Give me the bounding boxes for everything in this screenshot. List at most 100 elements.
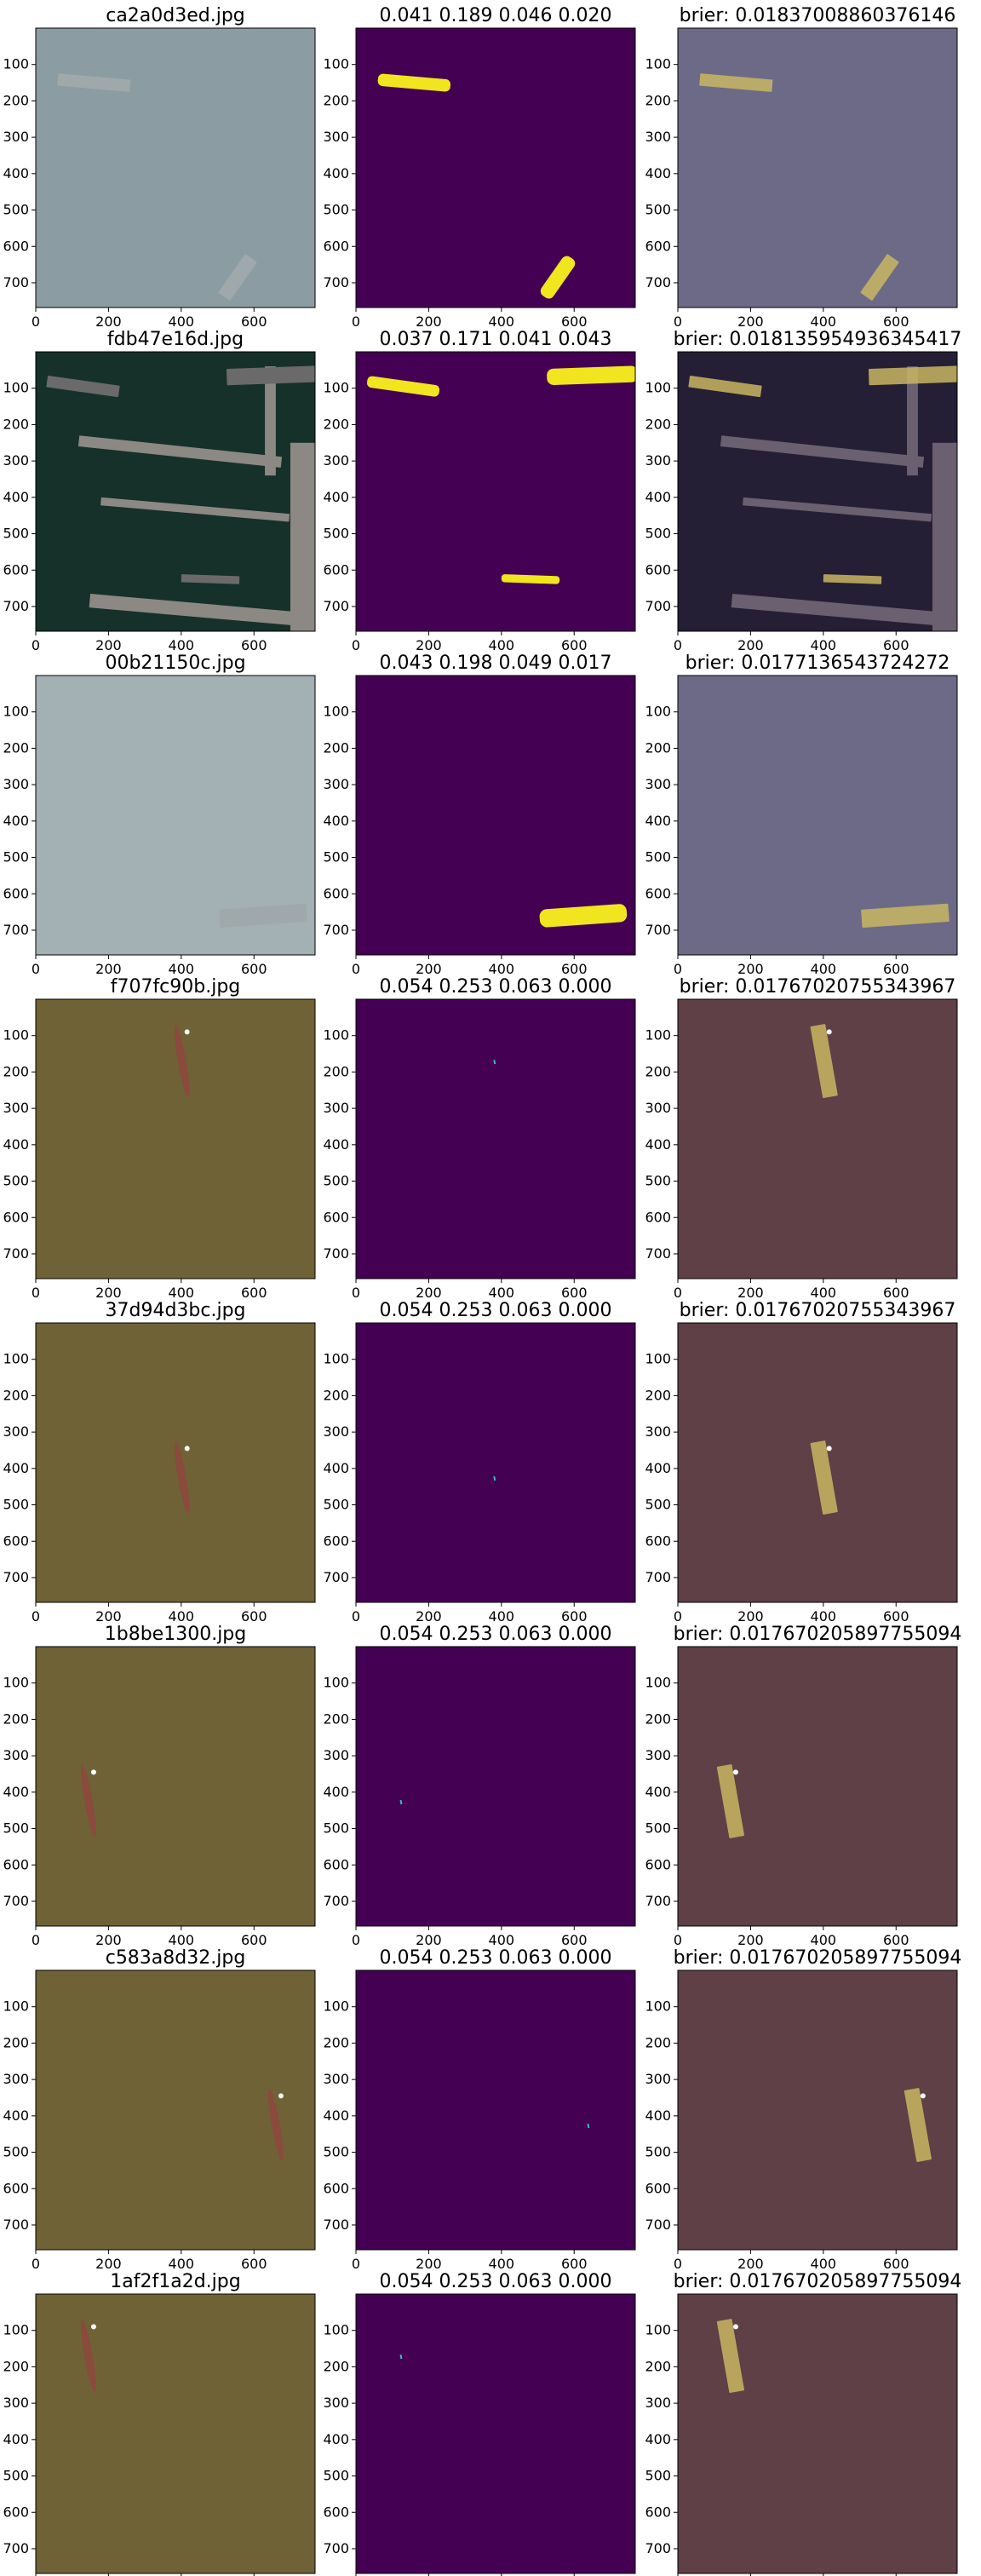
figure-row: 1af2f1a2d.jpg020040060010020030040050060… <box>3 2271 961 2576</box>
y-tick-label: 400 <box>3 165 29 181</box>
ship <box>46 375 120 398</box>
ship <box>181 574 240 584</box>
x-tick-label: 200 <box>737 313 764 330</box>
x-tick-label: 200 <box>95 1285 122 1301</box>
y-tick-label: 500 <box>645 202 671 218</box>
x-tick-label: 400 <box>169 637 195 653</box>
panel-title: f707fc90b.jpg <box>111 976 241 998</box>
x-tick-label: 200 <box>416 313 442 330</box>
y-tick-label: 700 <box>323 274 349 290</box>
y-tick-label: 500 <box>645 1173 671 1189</box>
y-tick-label: 200 <box>645 416 671 432</box>
panel-prediction: 0.054 0.253 0.063 0.000 0 200 400 600 100 200 3… <box>323 1947 636 2272</box>
y-tick-label: 300 <box>3 1423 29 1440</box>
y-tick-label: 700 <box>3 274 29 290</box>
x-tick-label: 200 <box>737 1608 764 1624</box>
y-tick-label: 300 <box>3 1747 29 1763</box>
y-tick-label: 200 <box>645 1711 671 1727</box>
panel-title: 1b8be1300.jpg <box>105 1624 246 1645</box>
panel-title: c583a8d32.jpg <box>106 1947 246 1969</box>
ground-truth-overlay <box>699 73 773 92</box>
x-tick-label: 600 <box>561 637 588 653</box>
y-tick-label: 300 <box>645 1100 671 1116</box>
predicted-mask <box>539 904 628 928</box>
axes-frame <box>677 1969 958 2251</box>
y-tick-label: 300 <box>3 129 29 145</box>
y-tick-label: 300 <box>645 776 671 792</box>
ship-bridge <box>826 1446 832 1452</box>
panel-overlay: brier: 0.018135954936345417 0 200 400 600 100… <box>645 329 961 653</box>
y-tick-label: 300 <box>645 2071 671 2087</box>
figure-row: 1b8be1300.jpg 0 200 400 600 100 200 300 400 500 60… <box>3 1624 961 1948</box>
y-tick-label: 700 <box>323 2217 349 2233</box>
y-tick-label: 700 <box>3 2540 29 2556</box>
x-tick-label: 0 <box>674 1608 682 1624</box>
y-tick-label: 600 <box>645 1856 671 1872</box>
x-tick-label: 600 <box>883 1608 909 1624</box>
y-tick-label: 100 <box>323 380 349 396</box>
y-tick-label: 500 <box>645 849 671 865</box>
x-tick-label: 600 <box>241 313 267 330</box>
panel-image <box>36 2294 315 2573</box>
x-tick-label: 400 <box>489 2256 515 2272</box>
y-tick-label: 300 <box>323 1747 349 1763</box>
panel-title: 0.054 0.253 0.063 0.000 <box>380 1947 612 1969</box>
y-tick-label: 100 <box>323 1027 349 1044</box>
x-tick-label: 0 <box>32 637 40 653</box>
x-tick-label: 600 <box>883 1932 909 1948</box>
y-tick-label: 300 <box>645 1747 671 1763</box>
ship <box>81 2320 96 2392</box>
panel-title: brier: 0.01767020755343967 <box>680 1300 956 1321</box>
y-tick-label: 300 <box>645 452 671 469</box>
x-tick-label: 400 <box>489 961 515 977</box>
panel-image <box>36 1647 315 1926</box>
x-tick-label: 200 <box>95 961 122 977</box>
y-tick-label: 400 <box>3 1784 29 1800</box>
y-tick-label: 700 <box>645 598 671 614</box>
ground-truth-overlay <box>861 903 949 929</box>
panel-title: 0.054 0.253 0.063 0.000 <box>380 2271 612 2292</box>
y-tick-label: 500 <box>645 2144 671 2160</box>
y-tick-label: 600 <box>323 2504 349 2520</box>
y-tick-label: 200 <box>645 1063 671 1079</box>
y-tick-label: 500 <box>645 1497 671 1513</box>
y-tick-label: 700 <box>3 922 29 938</box>
ground-truth-overlay <box>716 2319 745 2394</box>
y-tick-label: 100 <box>3 1998 29 2015</box>
y-tick-label: 600 <box>323 561 349 578</box>
panel-title: brier: 0.017670205897755094 <box>674 1947 962 1969</box>
figure-row: ca2a0d3ed.jpg 0 200 400 600 100 200 300 400 500 60… <box>3 5 958 330</box>
panel-overlay: brier: 0.0176702058977550940200400600100… <box>645 2271 961 2576</box>
x-tick-label: 0 <box>674 313 682 330</box>
axes-frame <box>355 998 636 1279</box>
y-tick-label: 100 <box>323 1998 349 2015</box>
y-tick-label: 200 <box>323 1711 349 1727</box>
y-tick-label: 100 <box>645 1351 671 1367</box>
ship-bridge <box>278 2093 284 2099</box>
y-tick-label: 500 <box>3 526 29 542</box>
x-tick-label: 400 <box>489 1285 515 1301</box>
y-tick-label: 400 <box>3 2431 29 2447</box>
y-tick-label: 100 <box>645 1998 671 2015</box>
ship <box>268 2089 284 2161</box>
panel-prediction: 0.054 0.253 0.063 0.000 0 200 400 600 100 200 3… <box>323 1624 636 1948</box>
y-tick-label: 700 <box>323 1245 349 1262</box>
panel-image <box>36 28 315 308</box>
x-tick-label: 200 <box>95 637 122 653</box>
y-tick-label: 300 <box>323 2071 349 2087</box>
x-tick-label: 200 <box>737 1932 764 1948</box>
y-tick-label: 200 <box>3 2358 29 2374</box>
axes-frame <box>677 351 958 632</box>
axes-frame <box>677 27 958 308</box>
y-tick-label: 700 <box>323 2540 349 2556</box>
y-tick-label: 600 <box>645 2504 671 2520</box>
figure-row: f707fc90b.jpg 0 200 400 600 100 200 300 400 500 60… <box>3 976 958 1301</box>
y-tick-label: 500 <box>3 2468 29 2484</box>
y-tick-label: 400 <box>3 1136 29 1153</box>
ship-bridge <box>184 1446 190 1452</box>
x-tick-label: 600 <box>883 1285 909 1301</box>
predicted-mask <box>501 574 560 584</box>
y-tick-label: 400 <box>323 813 349 829</box>
panel-title: 37d94d3bc.jpg <box>105 1300 245 1321</box>
